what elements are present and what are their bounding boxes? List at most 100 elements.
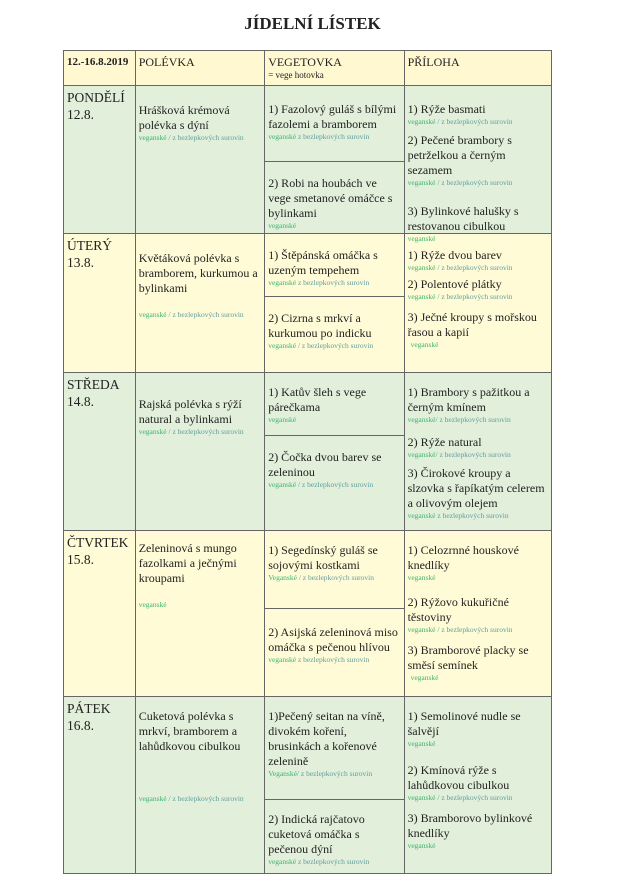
day-cell: PÁTEK 16.8. xyxy=(64,697,136,873)
menu-item: Hrášková krémová polévka s dýní veganské … xyxy=(139,103,261,143)
diet-tags: veganské / z bezlepkových surovin xyxy=(268,341,400,351)
diet-tags: veganské/ z bezlepkových surovin xyxy=(408,415,548,425)
gluten-free-tag: z bezlepkových surovin xyxy=(296,278,370,287)
menu-item: 3) Ječné kroupy s mořskou řasou a kapií v… xyxy=(408,310,548,350)
diet-tags: Veganské / z bezlepkových surovin xyxy=(268,573,400,583)
vegan-tag: veganské xyxy=(268,132,297,141)
diet-tags: veganské / z bezlepkových surovin xyxy=(139,133,261,143)
menu-item: 2) Robi na houbách ve vege smetanové omá… xyxy=(268,176,400,231)
menu-item: Rajská polévka s rýží natural a bylinkam… xyxy=(139,397,261,437)
vegan-tag: veganské xyxy=(407,292,436,301)
dish-name: 2) Cizrna s mrkví a kurkumou po indicku xyxy=(268,311,372,340)
gluten-free-tag: z bezlepkových surovin xyxy=(299,769,373,778)
day-date: 15.8. xyxy=(67,552,94,567)
day-cell: ČTVRTEK 15.8. xyxy=(64,531,136,696)
diet-tags: veganské / z bezlepkových surovin xyxy=(408,292,548,302)
gluten-free-tag: / z bezlepkových surovin xyxy=(435,625,513,634)
vege-cell: 1)Pečený seitan na víně, divokém koření,… xyxy=(265,697,405,873)
diet-tags: veganské xyxy=(139,600,261,610)
menu-item: 1) Katův šleh s vege párečkama veganské xyxy=(268,385,400,425)
vegan-tag: veganské xyxy=(407,573,436,582)
diet-tags: veganské / z bezlepkových surovin xyxy=(139,310,261,320)
menu-item: 1) Rýže dvou barev veganské / z bezlepkov… xyxy=(408,248,548,273)
day-cell: PONDĚLÍ 12.8. xyxy=(64,86,136,233)
menu-item: 3) Bramborové placky se směsí semínek veg… xyxy=(408,643,548,683)
menu-item: 2) Polentové plátky veganské / z bezlepko… xyxy=(408,277,548,302)
vege-option: 2) Čočka dvou barev se zeleninou veganské… xyxy=(265,435,404,492)
vegan-tag: veganské xyxy=(268,221,297,230)
dish-name: 1) Semolinové nudle se šalvějí xyxy=(407,709,521,738)
menu-item: 1) Celozrnné houskové knedlíky veganské xyxy=(408,543,548,583)
menu-item: Květáková polévka s bramborem, kurkumou … xyxy=(139,251,261,320)
vege-option: 1) Katův šleh s vege párečkama veganské xyxy=(265,373,403,435)
diet-tags: veganské / z bezlepkových surovin xyxy=(408,625,548,635)
vegan-tag: veganské xyxy=(138,427,167,436)
vegan-tag: veganské xyxy=(407,841,436,850)
gluten-free-tag: z bezlepkových surovin xyxy=(296,132,370,141)
menu-item: 1) Fazolový guláš s bílými fazolemi a br… xyxy=(268,102,400,142)
gluten-free-tag: / z bezlepkových surovin xyxy=(166,310,244,319)
day-date: 14.8. xyxy=(67,394,94,409)
day-name: STŘEDA xyxy=(67,377,120,392)
vegan-tag: veganské xyxy=(410,673,439,682)
vegan-tag: Veganské xyxy=(268,573,297,582)
dish-name: 3) Ječné kroupy s mořskou řasou a kapií xyxy=(407,310,537,339)
dish-name: 1) Štěpánská omáčka s uzeným tempehem xyxy=(268,248,378,277)
soup-cell: Zeleninová s mungo fazolkami a ječnými k… xyxy=(136,531,266,696)
gluten-free-tag: / z bezlepkových surovin xyxy=(296,573,374,582)
day-date: 12.8. xyxy=(67,107,94,122)
menu-item: 2) Indická rajčatovo cuketová omáčka s p… xyxy=(268,812,400,867)
diet-tags: veganské z bezlepkových surovin xyxy=(408,511,548,521)
vegan-tag: veganské xyxy=(138,600,167,609)
dish-name: Cuketová polévka s mrkví, bramborem a la… xyxy=(138,709,241,753)
dish-name: Zeleninová s mungo fazolkami a ječnými k… xyxy=(138,541,237,585)
diet-tags: veganské xyxy=(268,221,400,231)
vege-title: VEGETOVKA xyxy=(268,55,342,69)
gluten-free-tag: / z bezlepkových surovin xyxy=(435,263,513,272)
menu-item: 2) Asijská zeleninová miso omáčka s peče… xyxy=(268,625,400,665)
vegan-tag: veganské xyxy=(268,480,297,489)
vegan-tag: veganské xyxy=(407,739,436,748)
diet-tags: Veganské/ z bezlepkových surovin xyxy=(268,769,400,779)
date-range: 12.-16.8.2019 xyxy=(64,51,136,85)
dish-name: 2) Polentové plátky xyxy=(407,277,502,291)
dish-name: 2) Asijská zeleninová miso omáčka s peče… xyxy=(268,625,398,654)
vege-option: 1) Segedínský guláš se sojovými kostkami… xyxy=(265,531,403,608)
dish-name: 1) Rýže dvou barev xyxy=(407,248,502,262)
vegan-tag: veganské xyxy=(138,794,167,803)
dish-name: 2) Rýžovo kukuřičné těstoviny xyxy=(407,595,509,624)
vege-option: 1)Pečený seitan na víně, divokém koření,… xyxy=(265,697,403,799)
column-header-soup: POLÉVKA xyxy=(136,51,266,85)
diet-tags: veganské / z bezlepkových surovin xyxy=(408,793,548,803)
vegan-tag: veganské xyxy=(407,511,436,520)
menu-item: 2) Pečené brambory s petrželkou a černým… xyxy=(408,133,548,188)
menu-item: 1) Brambory s pažitkou a černým kmínem ve… xyxy=(408,385,548,425)
soup-cell: Hrášková krémová polévka s dýní veganské … xyxy=(136,86,266,233)
vege-cell: 1) Fazolový guláš s bílými fazolemi a br… xyxy=(265,86,405,233)
side-cell: 1) Rýže basmati veganské / z bezlepkových… xyxy=(405,86,551,243)
gluten-free-tag: z bezlepkových surovin xyxy=(435,511,509,520)
side-cell: 1) Celozrnné houskové knedlíky veganské 2)… xyxy=(405,531,551,696)
diet-tags: veganské / z bezlepkových surovin xyxy=(408,263,548,273)
side-cell: 1) Rýže dvou barev veganské / z bezlepkov… xyxy=(405,234,551,372)
day-cell: ÚTERÝ 13.8. xyxy=(64,234,136,372)
dish-name: 2) Kmínová rýže s lahůdkovou cibulkou xyxy=(407,763,510,792)
gluten-free-tag: z bezlepkových surovin xyxy=(437,415,511,424)
dish-name: Hrášková krémová polévka s dýní xyxy=(138,103,230,132)
gluten-free-tag: / z bezlepkových surovin xyxy=(296,341,374,350)
page-title: JÍDELNÍ LÍSTEK xyxy=(244,14,381,33)
diet-tags: veganské xyxy=(408,234,548,244)
menu-item: 2) Čočka dvou barev se zeleninou veganské… xyxy=(268,450,400,490)
vegan-tag: veganské xyxy=(410,340,439,349)
dish-name: 3) Čirokové kroupy a slzovka s řapíkatým… xyxy=(407,466,545,510)
soup-cell: Rajská polévka s rýží natural a bylinkam… xyxy=(136,373,266,530)
side-cell: 1) Brambory s pažitkou a černým kmínem ve… xyxy=(405,373,551,530)
dish-name: 2) Čočka dvou barev se zeleninou xyxy=(268,450,382,479)
diet-tags: veganské z bezlepkových surovin xyxy=(268,857,400,867)
vegan-tag: veganské/ xyxy=(407,450,438,459)
vege-note: = vege hotovka xyxy=(268,70,324,80)
menu-item: Cuketová polévka s mrkví, bramborem a la… xyxy=(139,709,261,804)
dish-name: 1) Katův šleh s vege párečkama xyxy=(268,385,367,414)
day-cell: STŘEDA 14.8. xyxy=(64,373,136,530)
header-row: 12.-16.8.2019 POLÉVKA VEGETOVKA = vege h… xyxy=(64,51,551,86)
